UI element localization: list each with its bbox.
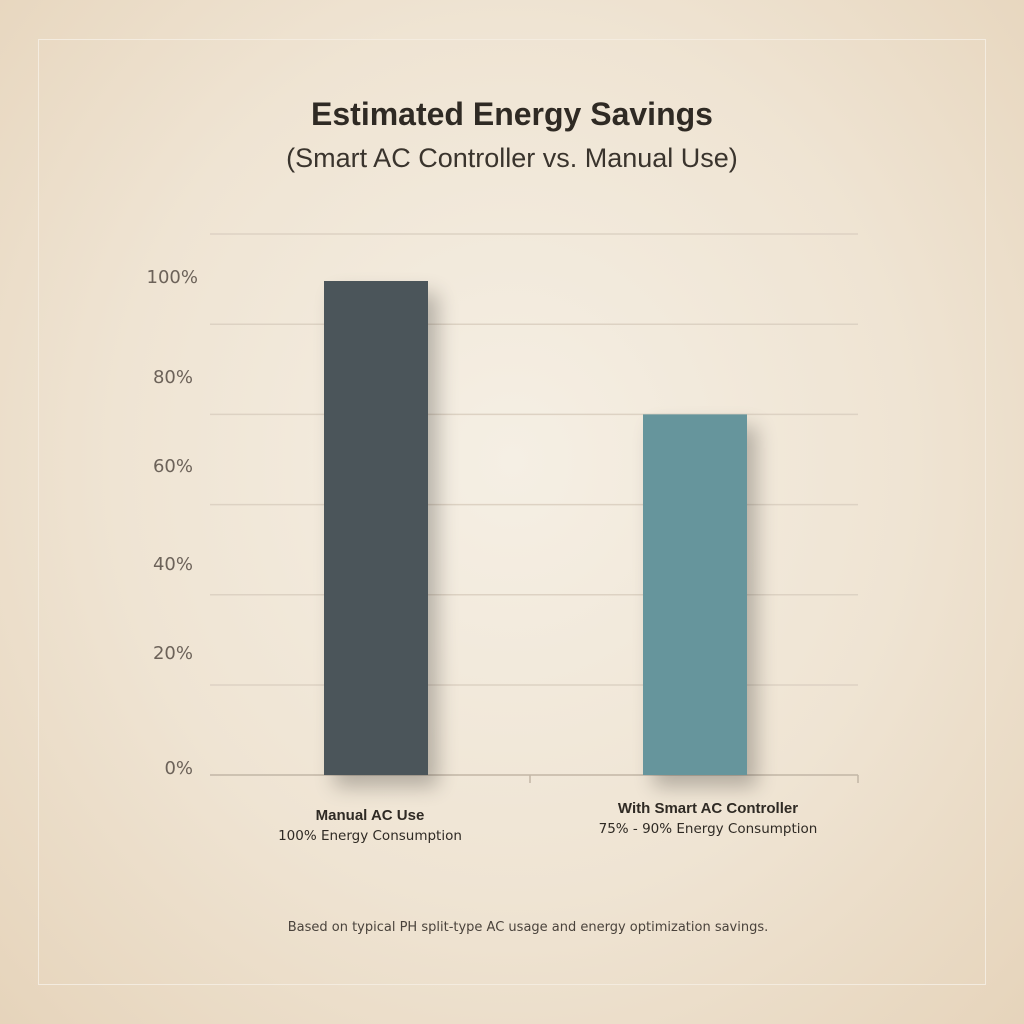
- category-name: With Smart AC Controller: [617, 800, 799, 817]
- chart-title: Estimated Energy Savings: [311, 96, 713, 132]
- y-tick-label: 60%: [153, 456, 193, 477]
- bar-smart-ac-controller: [643, 414, 747, 775]
- chart-frame: [38, 39, 986, 985]
- y-tick-label: 80%: [153, 367, 193, 388]
- y-tick-label: 20%: [153, 643, 193, 664]
- footnote: Based on typical PH split-type AC usage …: [287, 920, 769, 935]
- category-name: Manual AC Use: [315, 807, 425, 824]
- y-tick-label: 100%: [147, 267, 198, 288]
- y-tick-label: 40%: [153, 554, 193, 575]
- y-tick-label: 0%: [164, 758, 193, 779]
- category-description: 75% - 90% Energy Consumption: [598, 821, 818, 837]
- category-description: 100% Energy Consumption: [278, 828, 462, 844]
- category-label-manual: Manual AC Use 100% Energy Consumption: [210, 807, 530, 844]
- chart-subtitle: (Smart AC Controller vs. Manual Use): [286, 143, 738, 173]
- category-label-smart: With Smart AC Controller 75% - 90% Energ…: [548, 800, 868, 837]
- bar-manual-ac-use: [324, 281, 428, 775]
